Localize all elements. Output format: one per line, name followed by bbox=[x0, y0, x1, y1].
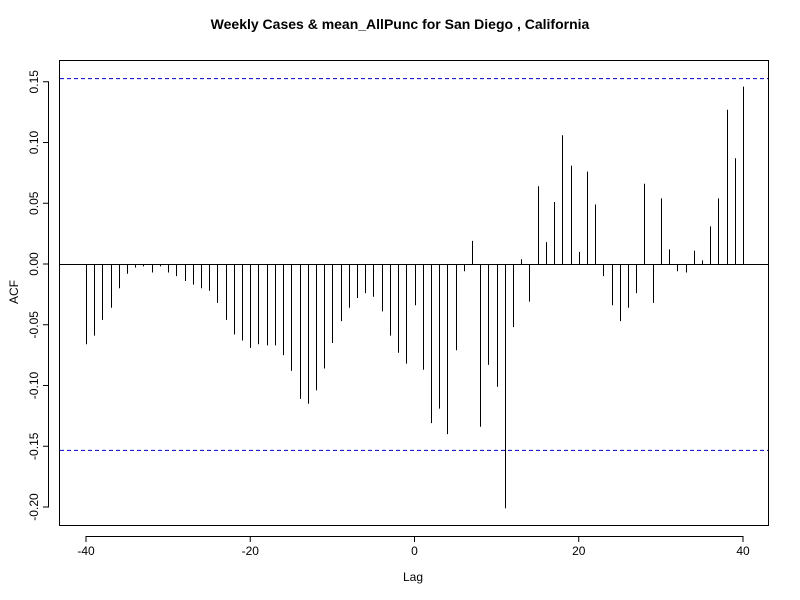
y-tick-label: 0.15 bbox=[27, 70, 41, 94]
y-tick-label: 0.10 bbox=[27, 130, 41, 154]
plot-frame bbox=[59, 60, 769, 526]
y-tick-label: 0.00 bbox=[27, 252, 41, 276]
y-tick-label: -0.20 bbox=[27, 493, 41, 521]
axes: -40 -20 0 20 40 -0.20 -0.15 -0.10 -0.05 0.00 0.05 0… bbox=[27, 70, 768, 558]
y-axis-label: ACF bbox=[7, 280, 21, 304]
y-tick-label: -0.15 bbox=[27, 432, 41, 460]
y-tick-label: -0.05 bbox=[27, 311, 41, 339]
y-tick-label: -0.10 bbox=[27, 372, 41, 400]
x-tick-label: 40 bbox=[736, 544, 750, 558]
chart-title: Weekly Cases & mean_AllPunc for San Dieg… bbox=[210, 16, 590, 32]
x-tick-label: -20 bbox=[242, 544, 260, 558]
y-tick-label: 0.05 bbox=[27, 191, 41, 215]
x-tick-label: 0 bbox=[411, 544, 418, 558]
x-tick-label: -40 bbox=[77, 544, 95, 558]
acf-bars bbox=[86, 86, 744, 509]
x-axis-label: Lag bbox=[402, 570, 424, 584]
x-tick-label: 20 bbox=[572, 544, 586, 558]
